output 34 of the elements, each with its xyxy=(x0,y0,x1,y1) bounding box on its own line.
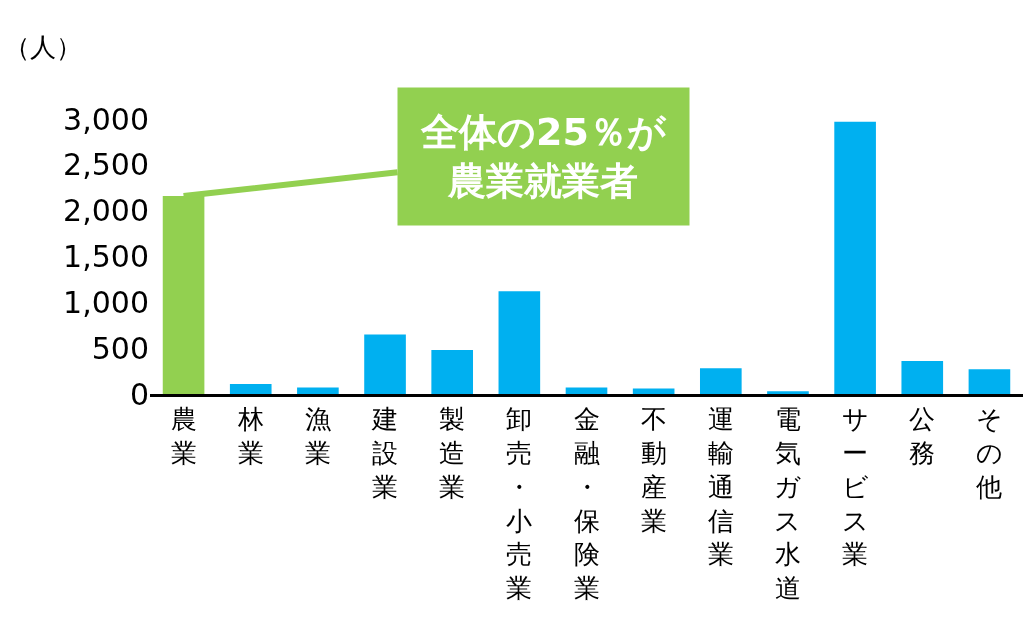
y-tick-label: 1,000 xyxy=(63,284,149,320)
y-axis-title: （人） xyxy=(4,32,82,62)
bar xyxy=(431,350,474,394)
x-tick-label: 運輸通信業 xyxy=(707,404,734,570)
bar xyxy=(229,383,272,394)
y-tick-label: 2,000 xyxy=(63,193,149,229)
annotation: 全体の25％が農業就業者 xyxy=(420,110,667,204)
x-tick-label: 製造業 xyxy=(439,404,466,502)
x-tick-label: 金融・保険業 xyxy=(573,404,600,604)
bar xyxy=(901,361,944,394)
bar xyxy=(632,388,675,394)
y-tick-label: 2,500 xyxy=(63,147,149,183)
x-tick-label: 農業 xyxy=(170,404,197,468)
bar xyxy=(834,121,876,394)
y-tick-label: 1,500 xyxy=(63,239,149,274)
x-tick-label: 卸売・小売業 xyxy=(506,404,533,604)
x-tick-label: 不動産業 xyxy=(640,404,667,536)
y-tick-label: 500 xyxy=(91,330,149,366)
bar xyxy=(297,387,339,394)
x-tick-label: 建設業 xyxy=(371,404,399,502)
x-tick-label: 漁業 xyxy=(304,404,331,468)
x-tick-label: 林業 xyxy=(236,404,264,468)
y-tick-label: 3,000 xyxy=(63,101,149,137)
x-tick-label: 電気ガス水道 xyxy=(774,404,802,604)
bar xyxy=(364,334,406,394)
bar xyxy=(498,291,541,394)
bar xyxy=(968,369,1011,394)
x-tick-label: サービス業 xyxy=(841,404,869,570)
bar xyxy=(565,387,608,394)
x-tick-label: その他 xyxy=(975,404,1003,502)
y-tick-label: 0 xyxy=(129,376,149,412)
bar xyxy=(767,391,809,394)
x-tick-label: 公務 xyxy=(909,404,936,468)
bar xyxy=(699,368,742,394)
